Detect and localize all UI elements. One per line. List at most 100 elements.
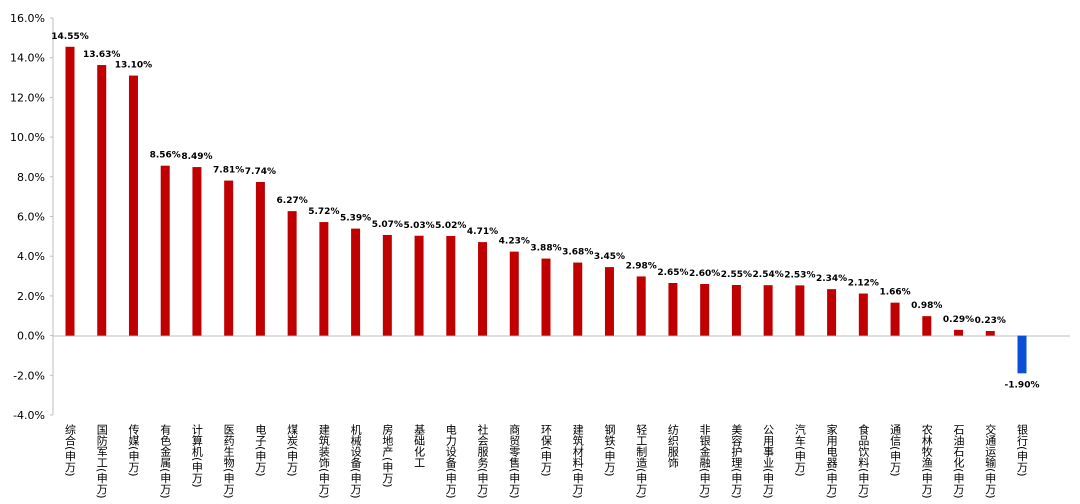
bar — [287, 211, 297, 336]
data-label: 13.10% — [115, 61, 153, 71]
bar — [478, 242, 488, 336]
bar — [192, 167, 202, 336]
y-tick-label: 2.0% — [17, 290, 45, 303]
category-label: 电子(申万) — [254, 424, 267, 477]
bar — [668, 282, 678, 336]
category-label: 美容护理(申万) — [730, 424, 743, 499]
category-label: 建筑装饰(申万) — [317, 423, 330, 499]
y-tick-label: 16.0% — [10, 12, 45, 25]
data-label: 4.71% — [467, 227, 498, 237]
category-label: 房地产(申万) — [381, 424, 394, 488]
data-label: 3.68% — [562, 248, 593, 258]
data-label: 2.60% — [689, 269, 720, 279]
data-label: 5.03% — [403, 221, 434, 231]
category-label: 国防军工(申万) — [95, 424, 108, 499]
category-label: 轻工制造(申万) — [635, 423, 648, 499]
bar — [351, 228, 361, 336]
bar — [985, 331, 995, 336]
data-label: 3.88% — [530, 244, 561, 254]
category-label: 钢铁(申万) — [603, 424, 616, 477]
bar — [446, 235, 456, 336]
bar — [414, 235, 424, 336]
data-label: 8.49% — [181, 152, 212, 162]
category-label: 煤炭(申万) — [286, 424, 299, 477]
y-tick-label: 10.0% — [10, 131, 45, 144]
bar — [922, 316, 932, 336]
category-label: 医药生物(申万) — [222, 424, 235, 499]
category-label: 综合(申万) — [64, 423, 77, 477]
bar — [319, 222, 329, 336]
y-tick-label: 4.0% — [17, 250, 45, 263]
bar — [795, 285, 805, 336]
data-label: 0.29% — [943, 315, 974, 325]
category-label: 环保(申万) — [540, 424, 553, 477]
bar — [224, 180, 234, 336]
data-label: 2.12% — [848, 279, 879, 289]
bar — [954, 329, 964, 336]
data-label: 2.53% — [784, 270, 815, 280]
data-label: 13.63% — [83, 50, 121, 60]
bar — [160, 165, 170, 336]
bar — [890, 302, 900, 336]
data-label: 4.23% — [499, 237, 530, 247]
bar — [65, 46, 75, 336]
bar — [858, 293, 868, 336]
data-label: 2.54% — [753, 270, 784, 280]
bar — [573, 262, 583, 336]
bar — [541, 258, 551, 336]
data-label: 2.34% — [816, 274, 847, 284]
category-label: 农林牧渔(申万) — [920, 423, 933, 499]
bar — [255, 181, 265, 336]
category-label: 非银金融(申万) — [698, 424, 711, 499]
y-tick-label: 8.0% — [17, 171, 45, 184]
category-label: 公用事业(申万) — [762, 424, 775, 499]
category-label: 家用电器(申万) — [825, 423, 838, 499]
category-label: 食品饮料(申万) — [857, 423, 870, 499]
bar — [509, 251, 519, 336]
category-label: 通信(申万) — [889, 424, 902, 477]
bar — [700, 283, 710, 336]
data-label: 5.72% — [308, 207, 339, 217]
category-label: 机械设备(申万) — [349, 423, 362, 499]
y-tick-label: -4.0% — [13, 409, 45, 422]
y-tick-label: 14.0% — [10, 52, 45, 65]
category-label: 纺织服饰 — [666, 423, 679, 468]
category-label: 石油石化(申万) — [952, 424, 965, 499]
bar — [1017, 335, 1027, 374]
bar — [128, 75, 138, 336]
data-label: 6.27% — [277, 196, 308, 206]
data-label: 3.45% — [594, 252, 625, 262]
bar — [763, 285, 773, 336]
category-label: 汽车(申万) — [793, 423, 806, 477]
category-label: 计算机(申万) — [190, 424, 203, 488]
category-label: 商贸零售(申万) — [508, 423, 521, 499]
data-label: 5.02% — [435, 221, 466, 231]
y-tick-label: 6.0% — [17, 211, 45, 224]
y-tick-label: 0.0% — [17, 330, 45, 343]
data-label: 0.98% — [911, 301, 942, 311]
category-label: 社会服务(申万) — [476, 423, 489, 499]
data-label: 5.07% — [372, 220, 403, 230]
data-label: 0.23% — [975, 316, 1006, 326]
data-label: 5.39% — [340, 214, 371, 224]
bar — [827, 289, 837, 336]
category-label: 银行(申万) — [1016, 423, 1029, 477]
y-tick-label: 12.0% — [10, 91, 45, 104]
category-label: 电力设备(申万) — [444, 424, 457, 499]
category-label: 传媒(申万) — [127, 424, 140, 477]
data-label: 14.55% — [51, 32, 89, 42]
category-label: 有色金属(申万) — [159, 423, 172, 499]
data-label: 1.66% — [879, 288, 910, 298]
data-label: -1.90% — [1005, 380, 1040, 390]
category-label: 交通运输(申万) — [984, 423, 997, 499]
data-label: 2.55% — [721, 270, 752, 280]
data-label: 7.81% — [213, 166, 244, 176]
bar — [97, 65, 107, 336]
category-label: 基础化工 — [413, 424, 426, 468]
data-label: 8.56% — [150, 151, 181, 161]
bar — [731, 284, 741, 336]
bar — [636, 276, 646, 336]
data-label: 2.65% — [657, 268, 688, 278]
bar — [604, 267, 614, 336]
